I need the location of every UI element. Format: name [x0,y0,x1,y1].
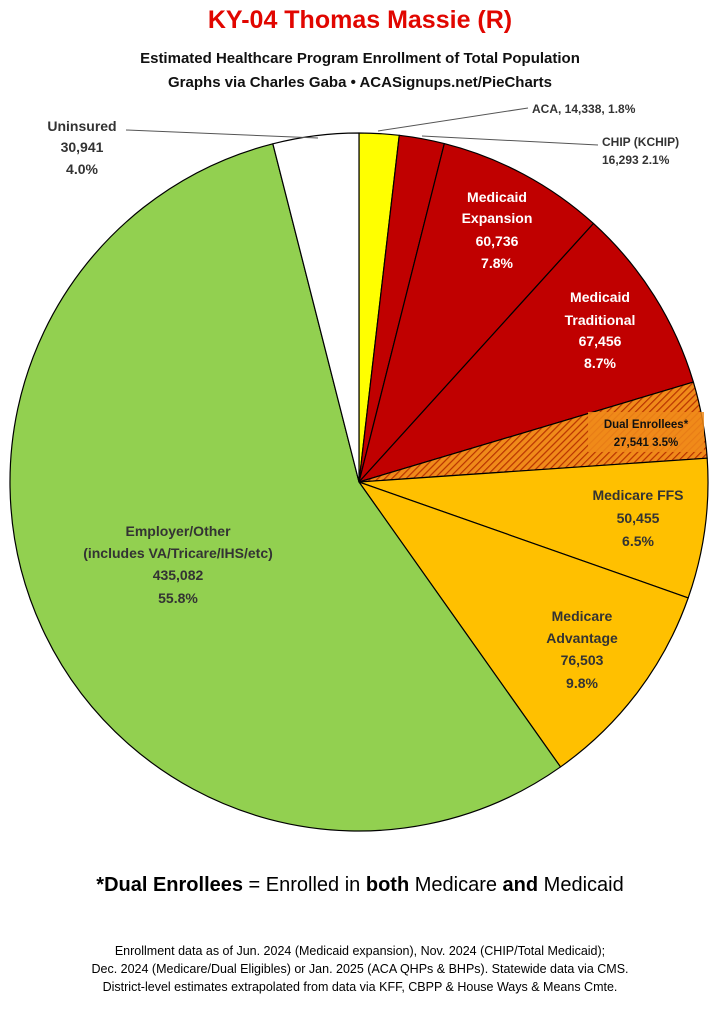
label-medicare-advantage-2: Advantage [546,630,618,646]
note-text-3: Medicaid [538,874,624,896]
note-both: both [365,874,410,896]
label-medicare-advantage-3: 76,503 [561,652,604,668]
label-uninsured-2: 30,941 [61,139,104,155]
pie-slice-uninsured [272,132,360,483]
label-employer-other-3: 435,082 [153,567,204,583]
label-dual-enrollees-1: Dual Enrollees* [604,419,689,431]
leader-line-chip [421,135,599,146]
label-medicare-advantage-4: 9.8% [566,675,598,691]
label-medicaid-traditional-4: 8.7% [584,355,616,371]
label-medicaid-traditional-1: Medicaid [570,289,630,305]
label-employer-other-2: (includes VA/Tricare/IHS/etc) [83,545,273,561]
leader-line-uninsured [125,129,319,139]
label-employer-other-4: 55.8% [158,590,198,606]
chart-title: KY-04 Thomas Massie (R) [207,6,513,34]
footer-line-2: Dec. 2024 (Medicare/Dual Eligibles) or J… [91,962,629,976]
label-dual-enrollees-2: 27,541 3.5% [614,437,679,449]
label-medicaid-expansion-1: Medicaid [467,189,527,205]
label-medicaid-expansion-4: 7.8% [481,255,513,271]
leader-lines [125,107,599,146]
note-text-2: Medicare [409,874,503,896]
note-asterisk: * [96,874,105,896]
pie-slice-medicaid-traditional [358,222,694,483]
note-term: Dual Enrollees [104,874,243,896]
label-uninsured-3: 4.0% [66,161,98,177]
label-medicaid-expansion-2: Expansion [462,210,533,226]
label-chip-values: 16,293 2.1% [602,153,670,167]
label-uninsured-1: Uninsured [47,118,116,134]
label-medicaid-traditional-2: Traditional [565,312,636,328]
dual-label-background [588,412,704,452]
label-medicare-ffs-3: 6.5% [622,533,654,549]
label-chip-name: CHIP (KCHIP) [602,135,679,149]
chart-subtitle: Estimated Healthcare Program Enrollment … [140,50,580,67]
pie-slices [9,132,709,832]
pie-slice-medicaid-expansion [358,142,595,483]
footer-line-1: Enrollment data as of Jun. 2024 (Medicai… [114,944,606,958]
label-medicare-advantage-1: Medicare [552,608,613,624]
chart-credit: Graphs via Charles Gaba • ACASignups.net… [168,74,552,91]
leader-line-aca [377,107,529,132]
dual-enrollees-note: *Dual Enrollees = Enrolled in both Medic… [0,874,720,897]
pie-slice-employer-other-includes-va-tricare-ihs-etc [9,143,562,832]
label-medicaid-traditional-3: 67,456 [579,333,622,349]
footer-line-3: District-level estimates extrapolated fr… [102,980,618,994]
pie-slice-medicare-advantage [358,481,689,768]
label-employer-other-1: Employer/Other [125,523,231,539]
note-text-1: = Enrolled in [243,874,366,896]
label-medicaid-expansion-3: 60,736 [476,233,519,249]
label-medicare-ffs-1: Medicare FFS [592,487,683,503]
note-and: and [502,874,539,896]
label-medicare-ffs-2: 50,455 [617,510,660,526]
label-aca: ACA, 14,338, 1.8% [532,102,636,116]
pie-slice-medicare-ffs [358,457,709,599]
